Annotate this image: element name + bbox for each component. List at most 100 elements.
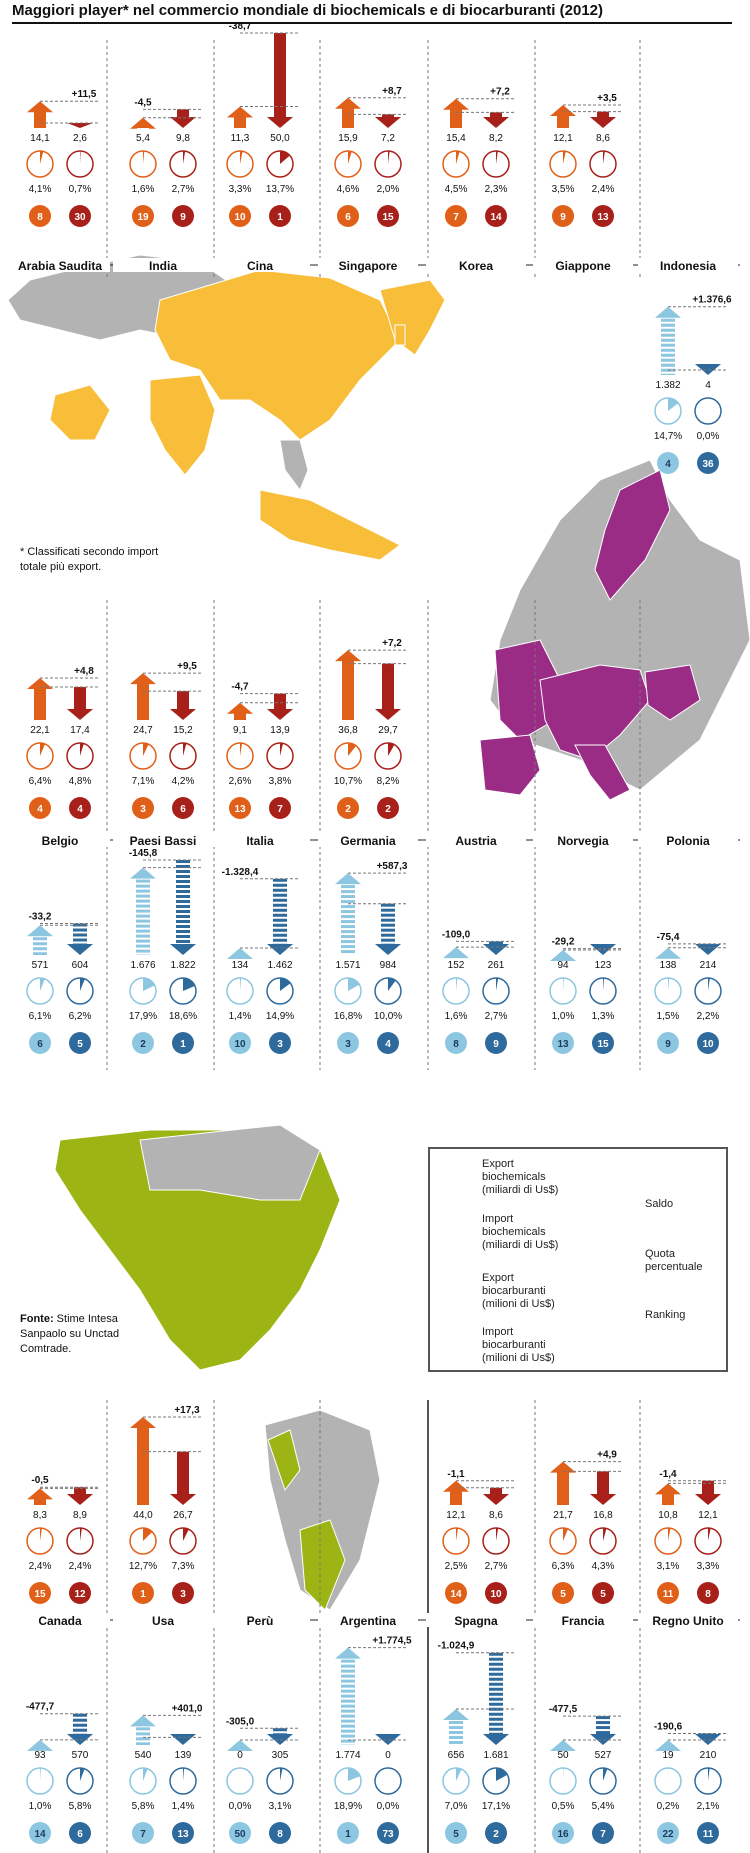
export-arrow-am-8-head [27, 1739, 53, 1751]
label-bg-r3-2 [210, 1613, 310, 1627]
import-rank-am-14-dot [697, 1582, 719, 1604]
export-arrow-eu-5 [443, 947, 469, 959]
import-rank-eu-9-dot [377, 797, 399, 819]
export-rank-am-10-label: 50 [234, 1829, 246, 1840]
export-arrow-am-12-head [443, 1708, 469, 1720]
country-label-r3-1: Usa [152, 1614, 174, 1628]
export-arrow-indo-0-stripe [661, 323, 675, 327]
import-rank-am-13-dot [592, 1822, 614, 1844]
import-rank-asia-1-dot [172, 205, 194, 227]
export-share-am-11: 18,9% [334, 1801, 362, 1812]
map-central-eu [539, 664, 651, 761]
export-value-eu-8: 9,1 [233, 725, 247, 736]
import-share-am-10: 3,1% [269, 1801, 292, 1812]
import-share-pie-eu-3-slice [280, 978, 291, 991]
country-label-r3-6: Regno Unito [652, 1614, 723, 1628]
saldo-value-eu-6: +4,8 [74, 666, 94, 677]
export-share-pie-eu-3-slice [240, 978, 242, 991]
export-arrow-eu-8 [227, 702, 253, 720]
import-value-asia-1: 9,8 [176, 133, 190, 144]
saldo-value-eu-4: +587,3 [377, 861, 408, 872]
export-arrow-eu-4-stripe [341, 925, 355, 929]
import-value-eu-8: 13,9 [270, 725, 290, 736]
import-arrow-asia-3 [375, 114, 401, 128]
export-rank-asia-1-dot [132, 205, 154, 227]
export-share-pie-asia-3-slice [348, 151, 352, 164]
import-share-pie-asia-5 [589, 150, 617, 178]
import-rank-eu-2-label: 1 [180, 1039, 186, 1050]
import-value-asia-2: 50,0 [270, 133, 290, 144]
legend [428, 1147, 728, 1372]
export-share-pie-eu-6 [26, 742, 54, 770]
saldo-value-asia-0: +11,5 [72, 89, 97, 100]
saldo-value-eu-5: -109,0 [442, 929, 471, 940]
export-share-pie-eu-1 [26, 977, 54, 1005]
import-arrow-eu-4-stripe [381, 933, 395, 937]
import-arrow-am-12-stripe [489, 1687, 503, 1691]
import-rank-indo-0-label: 36 [702, 459, 714, 470]
import-arrow-eu-2-stripe [176, 905, 190, 908]
import-share-pie-am-11-slice [183, 1528, 189, 1541]
saldo-value-indo-0: +1.376,6 [692, 295, 732, 306]
import-arrow-asia-5 [590, 111, 616, 128]
export-arrow-indo-0-stripe [661, 318, 675, 322]
export-arrow-am-13 [550, 1740, 576, 1751]
import-share-asia-4: 2,3% [485, 184, 508, 195]
import-value-eu-6: 17,4 [70, 725, 90, 736]
export-rank-am-12-dot [445, 1582, 467, 1604]
country-label-r2-2: Italia [246, 834, 274, 848]
export-rank-asia-1-label: 19 [137, 212, 149, 223]
import-value-indo-0: 4 [705, 380, 711, 391]
export-value-am-12: 12,1 [446, 1510, 466, 1521]
export-share-pie-am-14 [654, 1767, 682, 1795]
import-share-pie-am-12-slice [496, 1768, 508, 1781]
import-arrow-eu-4-stripe [381, 938, 395, 942]
export-share-pie-am-13 [549, 1527, 577, 1555]
import-value-asia-5: 8,6 [596, 133, 610, 144]
import-value-asia-3: 7,2 [381, 133, 395, 144]
import-share-pie-asia-4-slice [496, 151, 498, 164]
export-value-am-13: 50 [557, 1750, 569, 1761]
import-arrow-am-10 [67, 1487, 93, 1505]
country-label-r3-4: Spagna [454, 1614, 498, 1628]
import-arrow-am-12-stripe [489, 1702, 503, 1706]
import-share-pie-eu-9-slice [388, 743, 395, 756]
import-arrow-eu-5 [483, 941, 509, 955]
legend-saldo: Saldo [645, 1198, 674, 1210]
export-arrow-eu-1-stripe [33, 947, 47, 951]
label-bg-r3-0 [10, 1613, 110, 1627]
import-share-am-9: 1,4% [172, 1801, 195, 1812]
export-value-am-14: 19 [662, 1750, 674, 1761]
export-arrow-am-13 [550, 1461, 576, 1505]
export-rank-am-14-label: 22 [662, 1829, 674, 1840]
export-arrow-am-12 [443, 1480, 469, 1505]
export-rank-am-11-label: 1 [345, 1829, 351, 1840]
import-arrow-am-14 [695, 1733, 721, 1745]
import-arrow-am-10-stripe [273, 1733, 287, 1734]
export-share-eu-9: 10,7% [334, 776, 362, 787]
import-arrow-eu-3-stripe [273, 918, 287, 922]
export-share-pie-asia-2 [226, 150, 254, 178]
import-value-am-14: 12,1 [698, 1510, 718, 1521]
import-share-pie-am-10 [266, 1767, 294, 1795]
export-value-eu-1: 571 [32, 960, 49, 971]
export-arrow-eu-2-stripe [136, 924, 150, 928]
export-arrow-eu-2-stripe [136, 904, 150, 908]
export-arrow-am-11-stripe [341, 1674, 355, 1678]
export-arrow-eu-2 [130, 867, 156, 955]
label-bg-r1-1 [113, 258, 213, 272]
import-rank-eu-1-dot [69, 1032, 91, 1054]
export-rank-am-13-label: 5 [560, 1589, 566, 1600]
import-share-pie-eu-6-slice [80, 743, 84, 756]
import-value-am-14: 210 [700, 1750, 717, 1761]
saldo-value-eu-9: +7,2 [382, 638, 402, 649]
export-share-am-14: 3,1% [657, 1561, 680, 1572]
export-share-am-8: 1,0% [29, 1801, 52, 1812]
import-rank-asia-2-dot [269, 205, 291, 227]
import-arrow-eu-3-head [267, 944, 293, 955]
import-value-eu-9: 29,7 [378, 725, 398, 736]
import-share-am-11: 7,3% [172, 1561, 195, 1572]
export-rank-eu-5-label: 8 [453, 1039, 459, 1050]
import-arrow-eu-4-head [375, 944, 401, 955]
country-label-r3-0: Canada [38, 1614, 82, 1628]
